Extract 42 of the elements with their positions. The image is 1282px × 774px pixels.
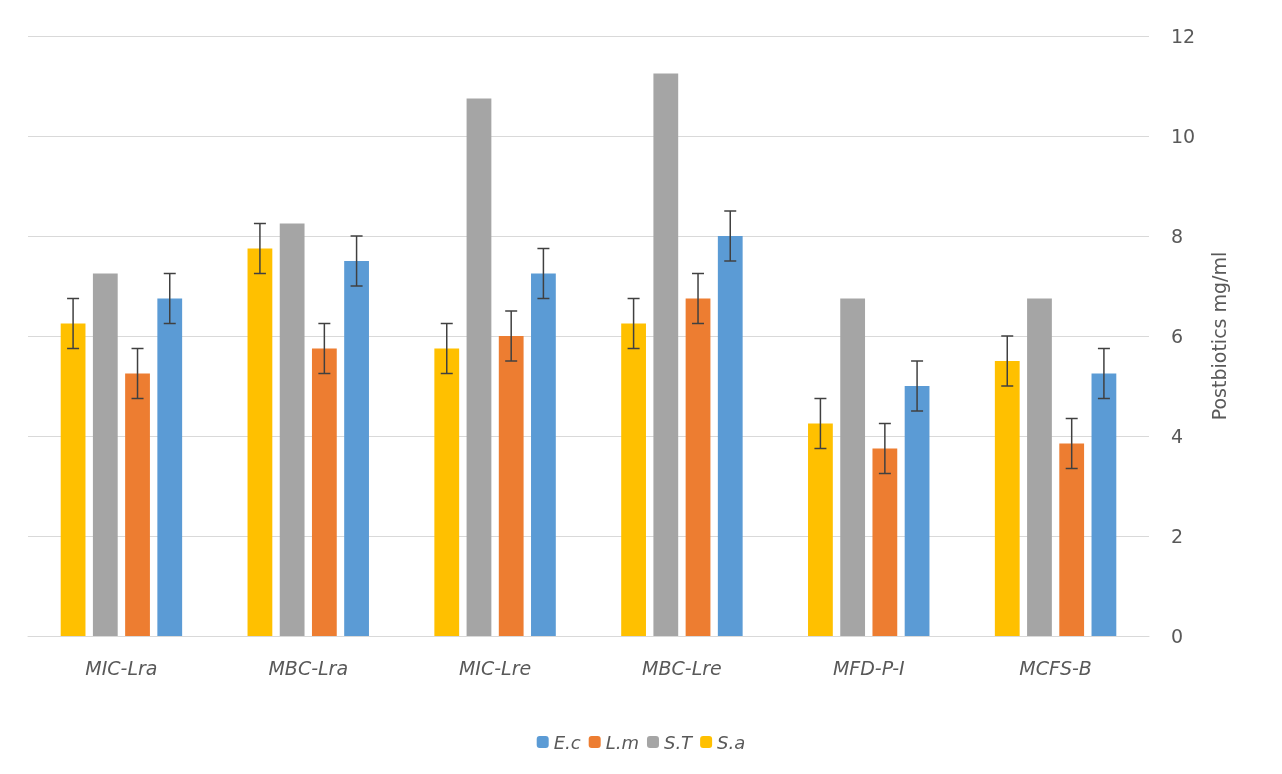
bar [434,348,460,636]
bar [60,323,86,636]
bar [904,386,930,636]
bar [1059,443,1085,636]
bar [717,236,743,636]
legend-label: E.c [553,731,581,753]
bar [125,373,150,636]
bar [994,361,1020,636]
y-axis-title: Postbiotics mg/ml [1207,251,1230,421]
bar [247,248,273,636]
bar [531,273,556,636]
bar [92,273,118,636]
bar [1091,373,1117,636]
x-tick-label: MFD-P-I [832,656,905,679]
y-tick-label: 6 [1171,325,1184,347]
y-tick-label: 12 [1171,25,1196,47]
x-tick-label: MIC-Lra [85,656,158,679]
x-tick-label: MBC-Lre [642,656,722,679]
bar [466,98,492,636]
x-tick-label: MCFS-B [1019,656,1092,679]
x-tick-label: MIC-Lre [458,656,532,679]
legend-label: L.m [605,731,639,753]
bar [840,298,866,636]
y-tick-label: 8 [1171,225,1184,247]
bar [279,223,305,636]
bar [808,423,833,636]
y-tick-label: 0 [1171,625,1184,647]
y-tick-label: 4 [1171,425,1184,447]
bar [685,298,711,636]
bar [498,336,524,636]
bar [653,73,679,636]
bar [1027,298,1052,636]
legend-label: S.a [717,731,746,753]
y-tick-label: 2 [1171,525,1184,547]
x-tick-label: MBC-Lra [268,656,349,679]
bar [872,448,898,636]
bar [157,298,183,636]
legend-label: S.T [663,731,695,753]
bar [621,323,646,636]
bar [344,261,369,636]
bar [311,348,337,636]
y-tick-label: 10 [1171,125,1196,147]
